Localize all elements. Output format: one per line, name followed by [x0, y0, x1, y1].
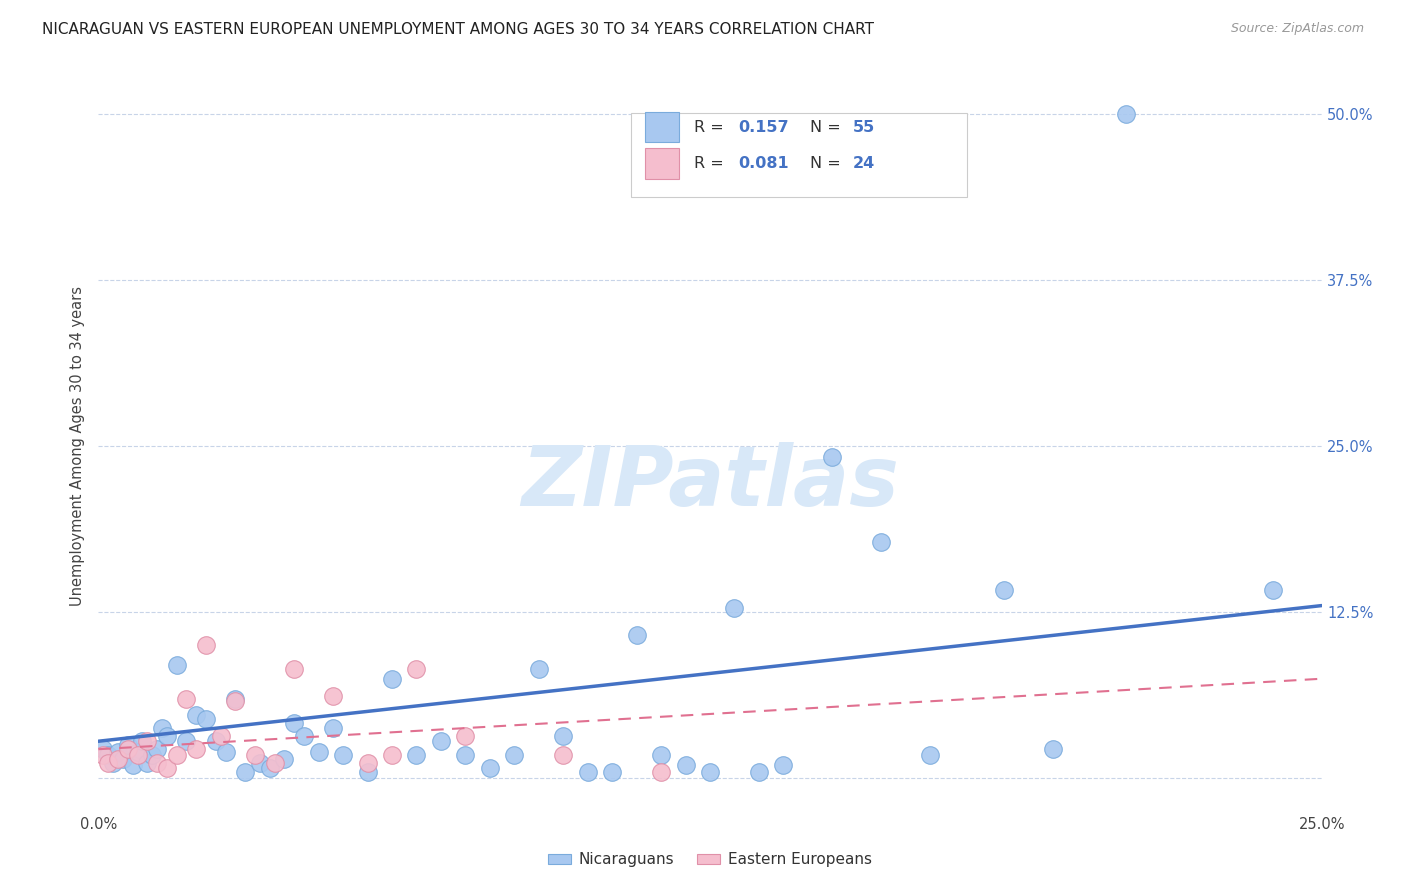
- Point: [430, 734, 453, 748]
- Point: [263, 756, 285, 770]
- Point: [214, 745, 236, 759]
- Text: 0.157: 0.157: [738, 120, 789, 135]
- Point: [405, 747, 427, 762]
- Text: Source: ZipAtlas.com: Source: ZipAtlas.com: [1230, 22, 1364, 36]
- Point: [107, 745, 129, 759]
- Point: [454, 729, 477, 743]
- Point: [146, 756, 169, 770]
- Point: [205, 734, 228, 748]
- Point: [675, 758, 697, 772]
- Point: [454, 747, 477, 762]
- Point: [195, 712, 218, 726]
- Point: [723, 601, 745, 615]
- Point: [127, 747, 149, 762]
- Point: [243, 747, 266, 762]
- Point: [699, 764, 721, 779]
- Point: [136, 734, 159, 748]
- Point: [356, 764, 378, 779]
- Point: [283, 715, 305, 730]
- Point: [273, 751, 295, 765]
- Point: [107, 751, 129, 765]
- Point: [503, 747, 526, 762]
- Point: [1115, 106, 1137, 120]
- Text: ZIPatlas: ZIPatlas: [522, 442, 898, 523]
- Point: [322, 689, 344, 703]
- Point: [233, 764, 256, 779]
- Text: R =: R =: [695, 156, 728, 171]
- Point: [772, 758, 794, 772]
- Point: [322, 721, 344, 735]
- Point: [91, 747, 114, 762]
- Text: R =: R =: [695, 120, 728, 135]
- Point: [117, 742, 139, 756]
- FancyBboxPatch shape: [645, 148, 679, 179]
- Text: N =: N =: [810, 120, 846, 135]
- FancyBboxPatch shape: [645, 112, 679, 143]
- Point: [356, 756, 378, 770]
- Point: [176, 691, 198, 706]
- Point: [1261, 582, 1284, 597]
- Point: [381, 672, 404, 686]
- Point: [101, 756, 124, 770]
- Point: [553, 729, 575, 743]
- Point: [224, 694, 246, 708]
- Point: [186, 742, 208, 756]
- Point: [650, 764, 672, 779]
- Y-axis label: Unemployment Among Ages 30 to 34 years: Unemployment Among Ages 30 to 34 years: [70, 286, 86, 606]
- Point: [97, 756, 120, 770]
- Point: [136, 756, 159, 770]
- Text: 24: 24: [853, 156, 876, 171]
- Point: [381, 747, 404, 762]
- Point: [127, 745, 149, 759]
- Point: [117, 738, 139, 752]
- Point: [150, 721, 173, 735]
- Point: [332, 747, 354, 762]
- FancyBboxPatch shape: [630, 113, 967, 197]
- Point: [650, 747, 672, 762]
- Point: [478, 761, 501, 775]
- Point: [259, 761, 281, 775]
- Point: [156, 761, 179, 775]
- Point: [156, 729, 179, 743]
- Point: [993, 582, 1015, 597]
- Text: NICARAGUAN VS EASTERN EUROPEAN UNEMPLOYMENT AMONG AGES 30 TO 34 YEARS CORRELATIO: NICARAGUAN VS EASTERN EUROPEAN UNEMPLOYM…: [42, 22, 875, 37]
- Text: 55: 55: [853, 120, 876, 135]
- Point: [920, 747, 942, 762]
- Point: [224, 691, 246, 706]
- Point: [553, 747, 575, 762]
- Point: [405, 662, 427, 676]
- Point: [748, 764, 770, 779]
- Point: [292, 729, 315, 743]
- Point: [195, 639, 218, 653]
- Point: [308, 745, 330, 759]
- Point: [283, 662, 305, 676]
- Point: [141, 747, 163, 762]
- Point: [821, 450, 844, 464]
- Point: [91, 742, 114, 756]
- Text: N =: N =: [810, 156, 846, 171]
- Point: [176, 734, 198, 748]
- Point: [97, 747, 120, 762]
- Point: [131, 734, 153, 748]
- Point: [870, 534, 893, 549]
- Point: [600, 764, 623, 779]
- Point: [121, 758, 143, 772]
- Point: [527, 662, 550, 676]
- Point: [111, 751, 134, 765]
- Point: [146, 742, 169, 756]
- Point: [186, 707, 208, 722]
- Point: [1042, 742, 1064, 756]
- Point: [626, 628, 648, 642]
- Point: [166, 747, 188, 762]
- Point: [576, 764, 599, 779]
- Legend: Nicaraguans, Eastern Europeans: Nicaraguans, Eastern Europeans: [543, 847, 877, 873]
- Point: [166, 658, 188, 673]
- Text: 0.081: 0.081: [738, 156, 789, 171]
- Point: [209, 729, 232, 743]
- Point: [249, 756, 271, 770]
